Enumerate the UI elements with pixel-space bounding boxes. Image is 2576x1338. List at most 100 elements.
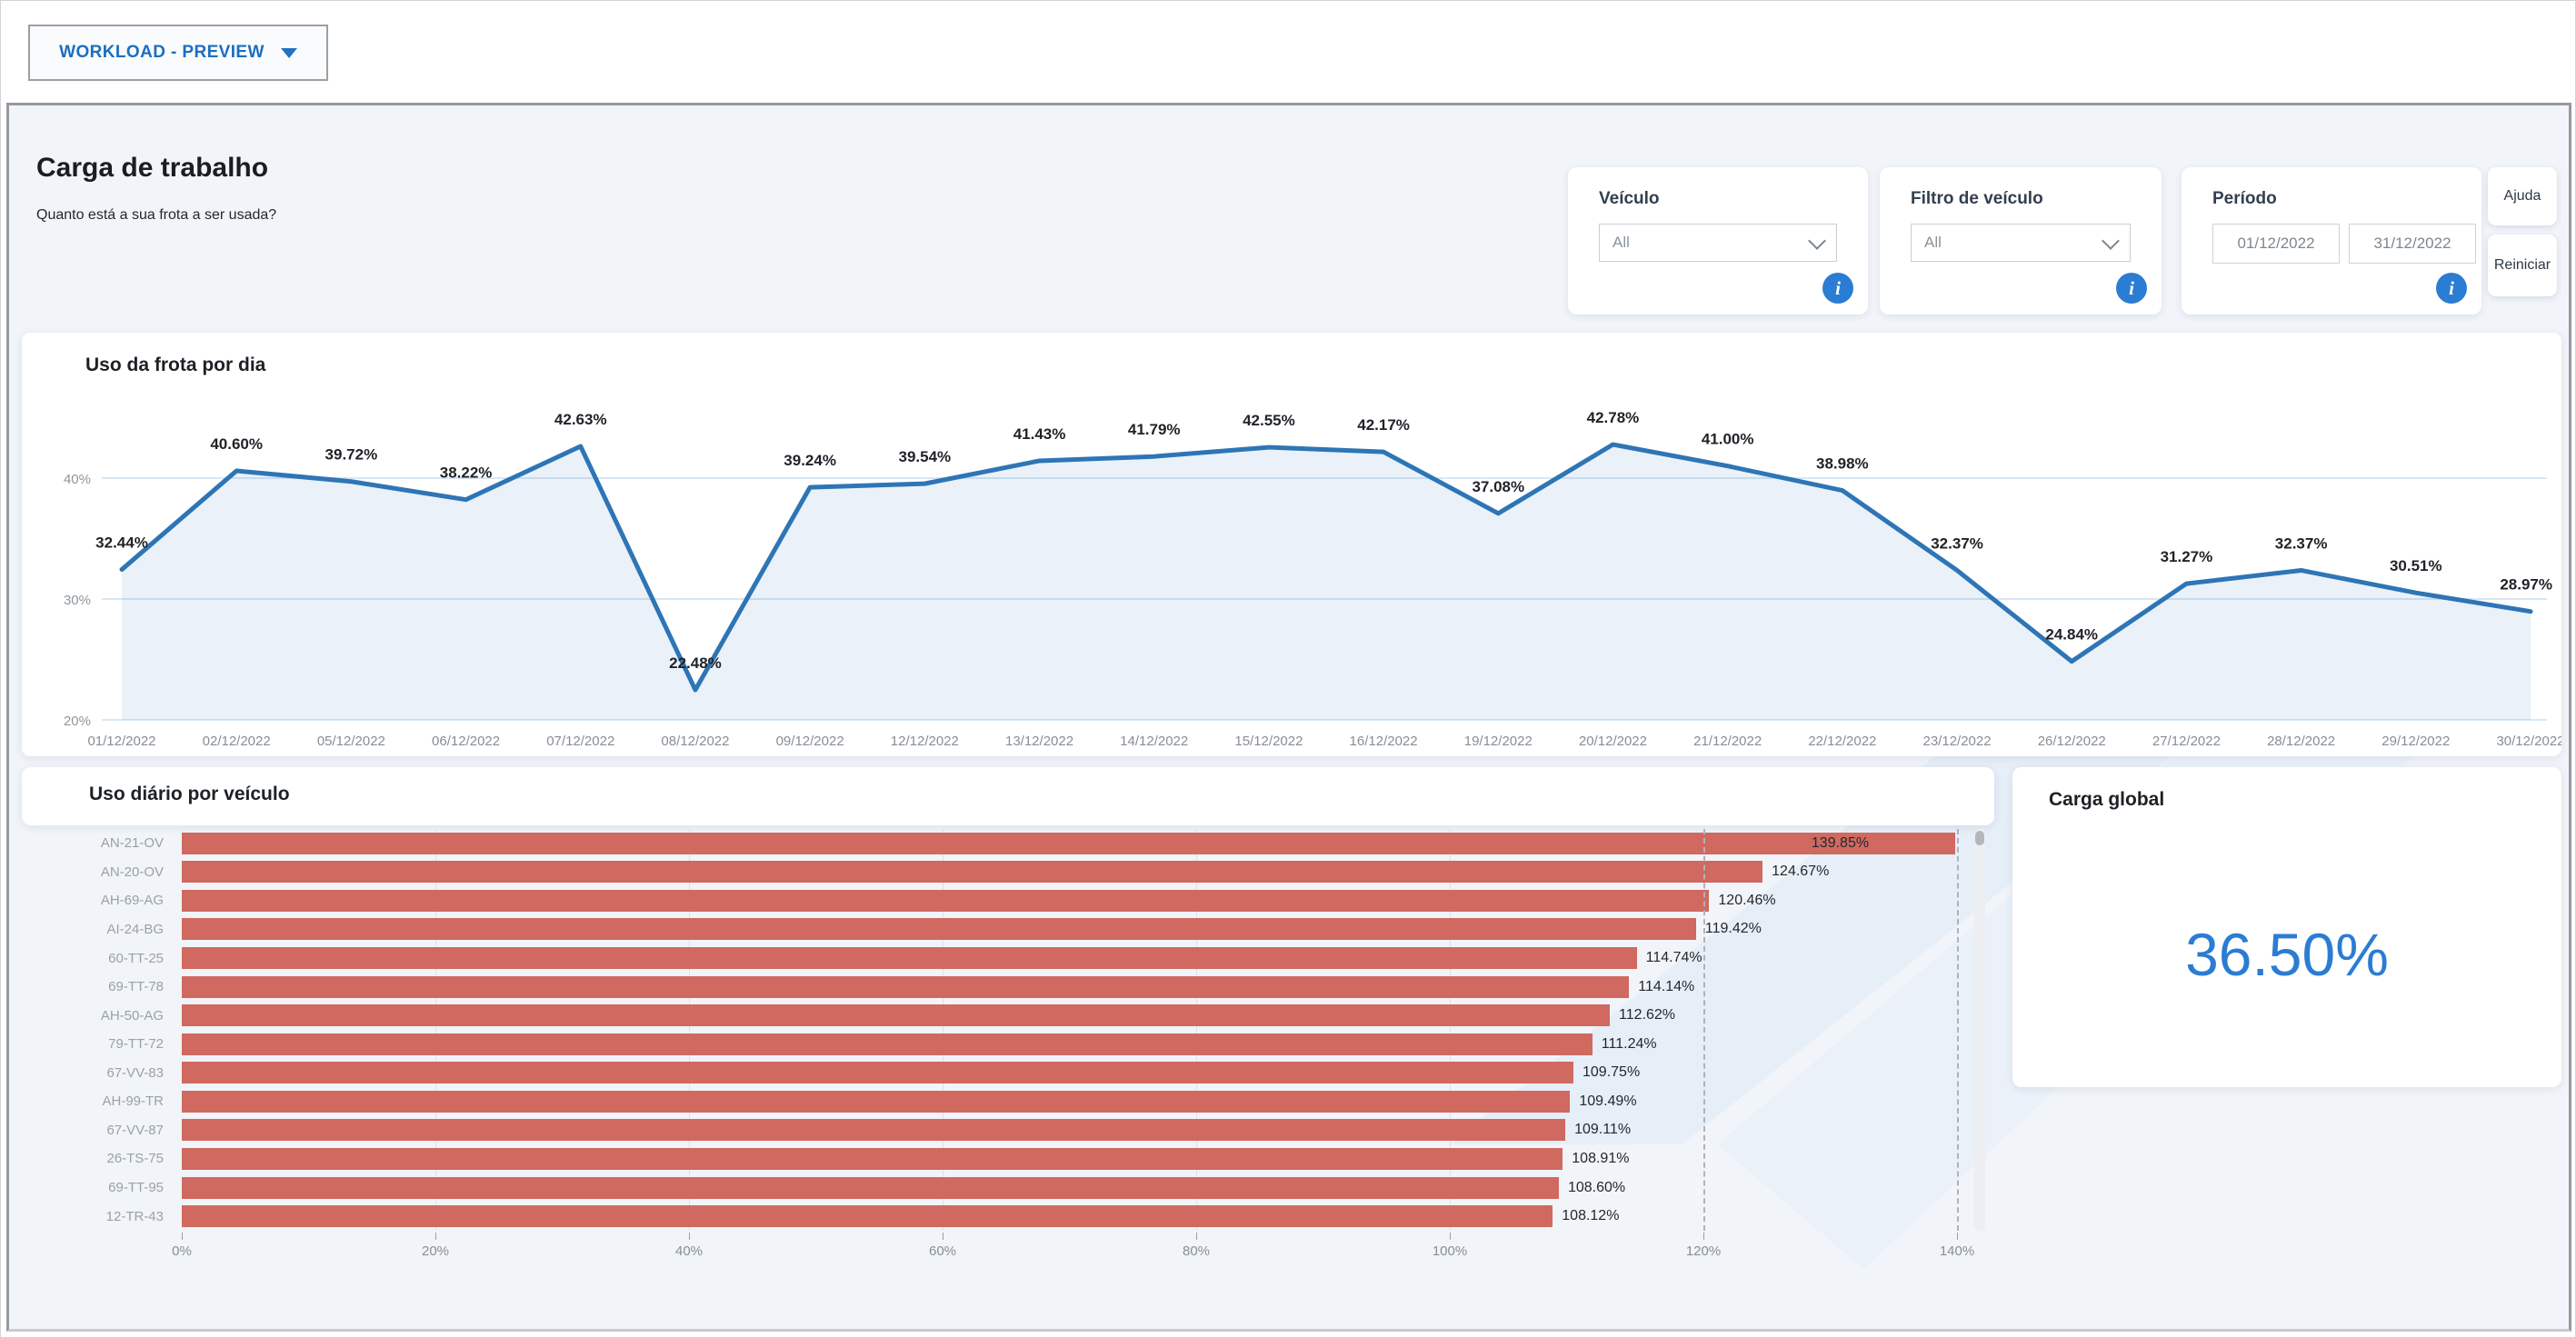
bar-value-label: 111.24% xyxy=(1601,1035,1657,1052)
x-axis-tick xyxy=(1957,1233,1958,1240)
data-point-label: 28.97% xyxy=(2500,576,2552,594)
vehicle-label: AH-99-TR xyxy=(102,1093,164,1110)
vehicle-filter-select[interactable]: All xyxy=(1911,224,2131,262)
period-start-input[interactable]: 01/12/2022 xyxy=(2212,224,2340,264)
line-area-fill xyxy=(122,444,2531,720)
data-point-label: 38.98% xyxy=(1816,455,1869,473)
bar-value-label: 109.11% xyxy=(1574,1122,1632,1138)
info-icon[interactable]: i xyxy=(2116,273,2147,304)
x-axis-tick-label: 100% xyxy=(1432,1243,1468,1259)
usage-bar[interactable] xyxy=(182,1205,1553,1228)
period-end-input[interactable]: 31/12/2022 xyxy=(2349,224,2476,264)
usage-bar[interactable] xyxy=(182,975,1630,998)
bar-value-label: 112.62% xyxy=(1619,1007,1676,1023)
vehicle-filter-label: Veículo xyxy=(1599,189,1660,208)
vehicle-select[interactable]: All xyxy=(1599,224,1837,262)
vehicle-usage-bar-chart[interactable]: AN-21-OV 139.85% AN-20-OV 124.67% AH-69-AG 12… xyxy=(22,829,1994,1231)
usage-bar[interactable] xyxy=(182,1147,1563,1170)
vehicle-label: 69-TT-78 xyxy=(108,979,164,995)
usage-bar[interactable] xyxy=(182,1033,1593,1055)
bar-gridline xyxy=(1450,829,1451,1231)
x-axis-date-label: 02/12/2022 xyxy=(203,734,271,749)
usage-bar[interactable] xyxy=(182,1090,1571,1113)
global-load-title: Carga global xyxy=(2049,789,2165,810)
usage-bar[interactable] xyxy=(182,1176,1559,1199)
reset-button[interactable]: Reiniciar xyxy=(2488,235,2557,296)
page-subtitle: Quanto está a sua frota a ser usada? xyxy=(36,207,277,223)
usage-bar[interactable] xyxy=(182,1062,1573,1084)
bar-value-label: 114.14% xyxy=(1638,978,1695,994)
vehicle-label: 26-TS-75 xyxy=(106,1151,164,1167)
x-axis-date-label: 29/12/2022 xyxy=(2381,734,2450,749)
bar-track: 109.75% xyxy=(182,1062,1994,1084)
usage-bar[interactable] xyxy=(182,889,1710,912)
bar-gridline xyxy=(1196,829,1197,1231)
x-axis-date-label: 26/12/2022 xyxy=(2038,734,2106,749)
x-axis-tick xyxy=(689,1233,690,1240)
usage-bar[interactable] xyxy=(182,918,1696,941)
info-icon[interactable]: i xyxy=(1822,273,1853,304)
x-axis-date-label: 19/12/2022 xyxy=(1464,734,1533,749)
bar-row: AN-20-OV 124.67% xyxy=(22,858,1994,887)
x-axis-date-label: 09/12/2022 xyxy=(776,734,844,749)
scrollbar-thumb[interactable] xyxy=(1975,831,1984,845)
line-chart-card: Uso da frota por dia 40% 30% 20% 32.44% 40.6… xyxy=(22,333,2561,756)
bar-value-label: 109.49% xyxy=(1579,1093,1637,1109)
data-point-label: 38.22% xyxy=(440,464,493,482)
info-icon[interactable]: i xyxy=(2436,273,2467,304)
bar-row: 26-TS-75 108.91% xyxy=(22,1144,1994,1173)
data-point-label: 41.79% xyxy=(1128,421,1181,438)
bar-row: AN-21-OV 139.85% xyxy=(22,829,1994,858)
vehicle-label: AN-21-OV xyxy=(100,835,164,852)
usage-bar[interactable] xyxy=(182,1004,1611,1027)
usage-bar[interactable] xyxy=(182,1119,1566,1142)
bar-gridline xyxy=(689,829,690,1231)
data-point-label: 42.78% xyxy=(1587,409,1640,426)
data-point-label: 37.08% xyxy=(1472,478,1524,495)
usage-bar[interactable] xyxy=(182,947,1637,970)
bar-track: 119.42% xyxy=(182,918,1994,941)
x-axis-date-label: 22/12/2022 xyxy=(1808,734,1876,749)
x-axis-date-label: 27/12/2022 xyxy=(2152,734,2221,749)
vehicle-filter-select-value: All xyxy=(1924,234,1942,251)
x-axis-date-label: 01/12/2022 xyxy=(87,734,155,749)
bar-track: 124.67% xyxy=(182,861,1994,884)
help-button[interactable]: Ajuda xyxy=(2488,167,2557,225)
bar-chart-title-card: Uso diário por veículo xyxy=(22,767,1994,825)
bar-track: 114.14% xyxy=(182,975,1994,998)
page-title: Carga de trabalho xyxy=(36,153,269,183)
bar-dashed-gridline xyxy=(1703,829,1705,1231)
bar-chart-scrollbar[interactable] xyxy=(1974,829,1985,1231)
bar-track: 109.49% xyxy=(182,1090,1994,1113)
data-point-label: 42.55% xyxy=(1243,412,1295,429)
filter-card-vehicle-filter: Filtro de veículo All i xyxy=(1880,167,2162,315)
vehicle-label: 79-TT-72 xyxy=(108,1036,164,1053)
line-chart-title: Uso da frota por dia xyxy=(85,354,266,375)
bar-gridline xyxy=(435,829,436,1231)
bar-value-label: 139.85% xyxy=(1811,834,1870,851)
x-axis-date-label: 05/12/2022 xyxy=(317,734,385,749)
vehicle-select-value: All xyxy=(1612,234,1630,251)
usage-bar[interactable] xyxy=(182,861,1763,884)
x-axis-tick-label: 140% xyxy=(1939,1243,1975,1259)
fleet-usage-line-chart[interactable]: 40% 30% 20% 32.44% 40.60% 39.72% 38.22% 42.63% 2… xyxy=(22,333,2561,756)
period-label: Período xyxy=(2212,189,2277,208)
bar-chart-title: Uso diário por veículo xyxy=(89,784,290,804)
bar-row: 67-VV-87 109.11% xyxy=(22,1116,1994,1145)
bar-track: 108.60% xyxy=(182,1176,1994,1199)
usage-bar[interactable] xyxy=(182,832,1955,854)
x-axis-date-label: 07/12/2022 xyxy=(546,734,614,749)
x-axis-tick-label: 120% xyxy=(1685,1243,1722,1259)
data-point-label: 32.44% xyxy=(95,534,148,552)
bar-row: AI-24-BG 119.42% xyxy=(22,915,1994,944)
x-axis-date-label: 15/12/2022 xyxy=(1234,734,1303,749)
chevron-down-icon xyxy=(2102,231,2120,250)
bar-value-label: 108.12% xyxy=(1562,1208,1620,1224)
data-point-label: 22.48% xyxy=(669,654,722,672)
bar-gridline xyxy=(943,829,944,1231)
x-axis-tick xyxy=(1703,1233,1704,1240)
bar-row: AH-99-TR 109.49% xyxy=(22,1087,1994,1116)
report-selector-dropdown[interactable]: WORKLOAD - PREVIEW xyxy=(28,25,328,81)
x-axis-date-label: 06/12/2022 xyxy=(432,734,500,749)
vehicle-filter-type-label: Filtro de veículo xyxy=(1911,189,2043,208)
